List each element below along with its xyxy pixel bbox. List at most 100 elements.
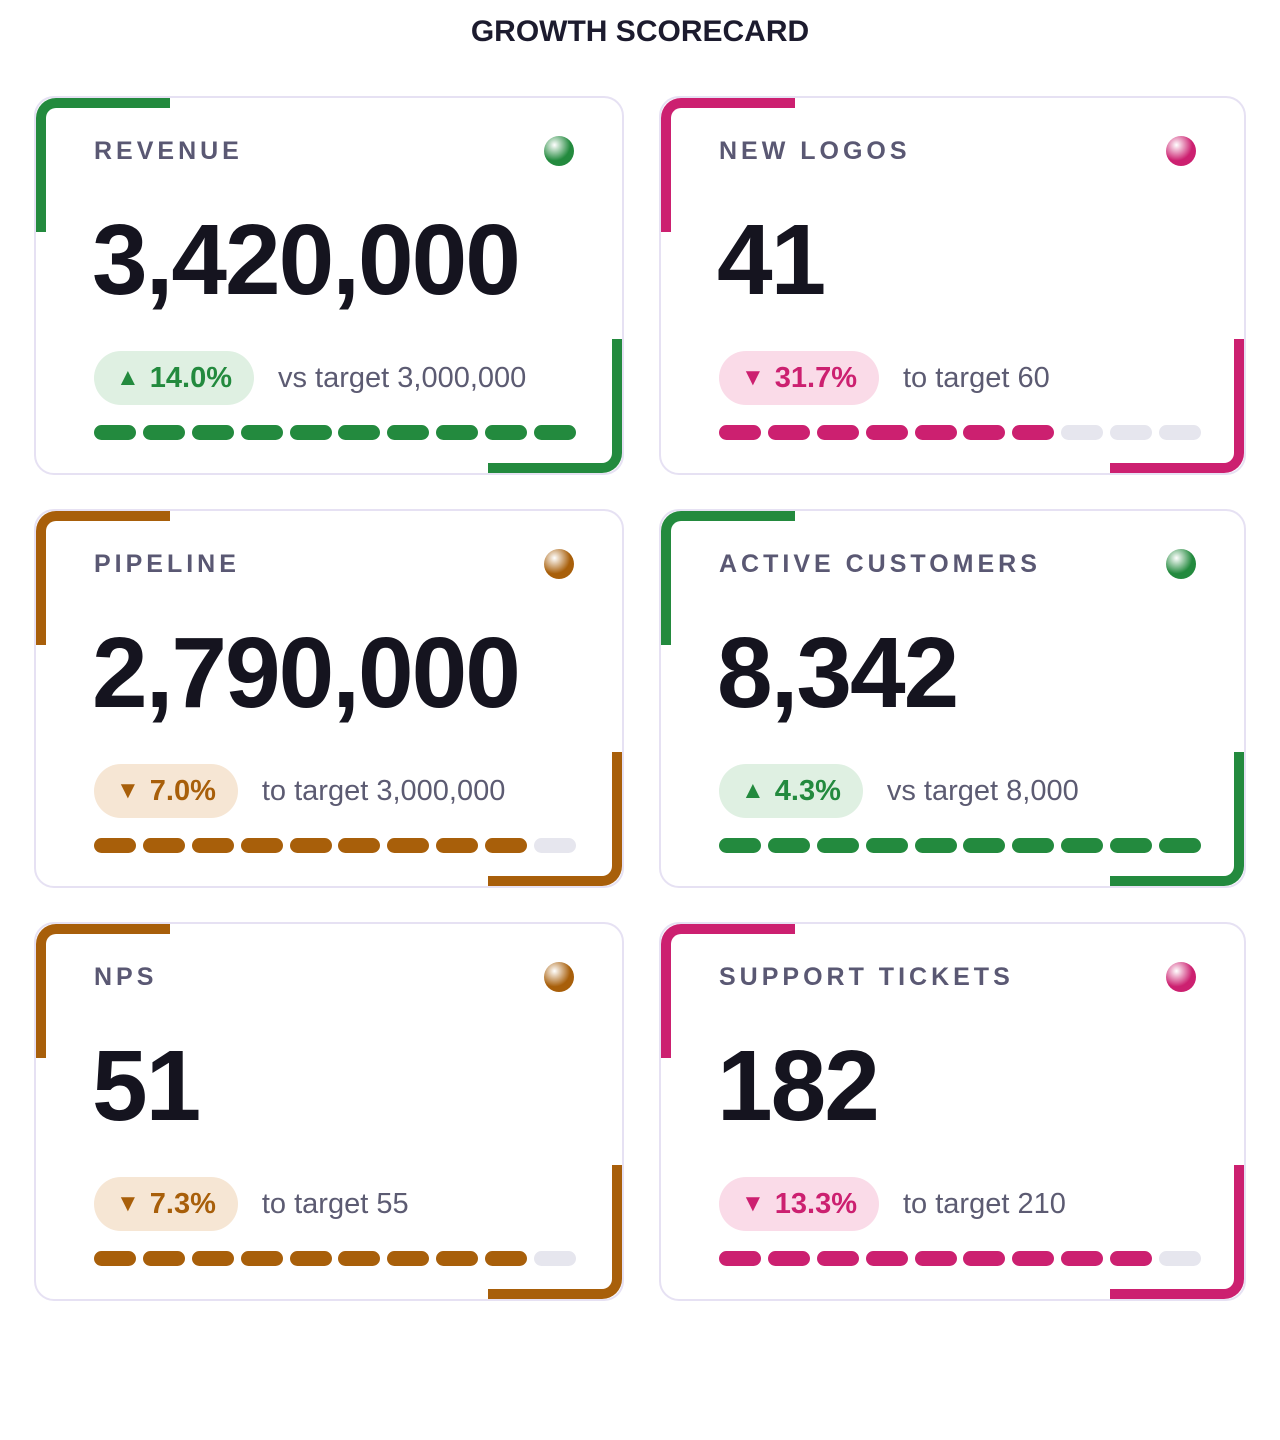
- trend-down-arrow-icon: ▼: [741, 364, 765, 391]
- delta-percent: 31.7%: [774, 361, 857, 394]
- delta-row: ▼ 13.3% to target 210: [719, 1177, 1066, 1231]
- progress-segment-filled: [914, 425, 957, 440]
- progress-segment-filled: [1110, 838, 1152, 853]
- progress-segment-filled: [338, 1251, 381, 1266]
- progress-segment-filled: [289, 1251, 332, 1266]
- kpi-value: 182: [717, 1030, 880, 1142]
- delta-percent: 7.0%: [149, 774, 216, 807]
- progress-segment-empty: [1158, 425, 1201, 440]
- kpi-card-pipeline: PIPELINE 2,790,000 ▼ 7.0% to target 3,00…: [34, 509, 624, 888]
- kpi-value: 41: [717, 204, 826, 316]
- delta-badge: ▼ 7.3%: [94, 1177, 238, 1231]
- trend-down-arrow-icon: ▼: [741, 1190, 765, 1217]
- corner-accent-bottom-right: [1110, 1165, 1244, 1299]
- progress-segment-filled: [387, 838, 430, 853]
- progress-segment-filled: [914, 1251, 957, 1266]
- corner-accent-top-left: [36, 98, 170, 232]
- progress-segment-filled: [719, 1251, 761, 1266]
- progress-segment-filled: [533, 425, 576, 440]
- trend-up-arrow-icon: ▲: [116, 364, 140, 391]
- progress-segment-filled: [240, 1251, 283, 1266]
- progress-segment-empty: [1110, 425, 1152, 440]
- progress-segment-filled: [94, 1251, 136, 1266]
- progress-segment-filled: [719, 838, 761, 853]
- delta-row: ▲ 14.0% vs target 3,000,000: [94, 351, 526, 405]
- kpi-label: REVENUE: [94, 137, 243, 165]
- progress-segment-filled: [816, 425, 859, 440]
- progress-segments: [94, 1251, 576, 1266]
- progress-segment-filled: [436, 838, 479, 853]
- progress-segment-filled: [865, 838, 908, 853]
- target-text: to target 55: [261, 1187, 409, 1220]
- delta-badge: ▼ 7.0%: [94, 764, 238, 818]
- kpi-value: 3,420,000: [92, 204, 521, 316]
- kpi-value: 51: [92, 1030, 201, 1142]
- progress-segment-filled: [816, 838, 859, 853]
- progress-segment-filled: [142, 838, 185, 853]
- trend-up-arrow-icon: ▲: [741, 777, 765, 804]
- progress-segment-filled: [1012, 425, 1055, 440]
- status-dot-icon: [1166, 549, 1196, 579]
- progress-segment-filled: [142, 425, 185, 440]
- progress-segment-filled: [1012, 1251, 1055, 1266]
- progress-segments: [94, 838, 576, 853]
- progress-segments: [94, 425, 576, 440]
- progress-segment-filled: [387, 1251, 430, 1266]
- kpi-card-active-customers: ACTIVE CUSTOMERS 8,342 ▲ 4.3% vs target …: [659, 509, 1246, 888]
- delta-badge: ▲ 4.3%: [719, 764, 863, 818]
- kpi-card-revenue: REVENUE 3,420,000 ▲ 14.0% vs target 3,00…: [34, 96, 624, 475]
- progress-segment-empty: [533, 838, 576, 853]
- progress-segment-filled: [240, 838, 283, 853]
- corner-accent-bottom-right: [488, 752, 622, 886]
- kpi-value: 8,342: [717, 617, 959, 729]
- delta-row: ▲ 4.3% vs target 8,000: [719, 764, 1079, 818]
- progress-segment-filled: [485, 425, 527, 440]
- delta-badge: ▲ 14.0%: [94, 351, 254, 405]
- delta-row: ▼ 7.0% to target 3,000,000: [94, 764, 505, 818]
- progress-segments: [719, 1251, 1201, 1266]
- progress-segment-filled: [436, 1251, 479, 1266]
- progress-segment-filled: [767, 425, 810, 440]
- progress-segment-filled: [338, 838, 381, 853]
- progress-segments: [719, 425, 1201, 440]
- progress-segment-filled: [436, 425, 479, 440]
- delta-badge: ▼ 31.7%: [719, 351, 879, 405]
- kpi-label: NPS: [94, 963, 158, 991]
- progress-segment-filled: [865, 425, 908, 440]
- kpi-card-nps: NPS 51 ▼ 7.3% to target 55: [34, 922, 624, 1301]
- progress-segment-filled: [767, 838, 810, 853]
- target-text: to target 3,000,000: [261, 774, 506, 807]
- progress-segment-filled: [338, 425, 381, 440]
- kpi-card-support-tickets: SUPPORT TICKETS 182 ▼ 13.3% to target 21…: [659, 922, 1246, 1301]
- delta-row: ▼ 31.7% to target 60: [719, 351, 1050, 405]
- target-text: vs target 8,000: [886, 774, 1079, 807]
- progress-segment-filled: [387, 425, 430, 440]
- progress-segment-filled: [963, 425, 1006, 440]
- progress-segment-filled: [94, 425, 136, 440]
- progress-segment-empty: [1061, 425, 1104, 440]
- trend-down-arrow-icon: ▼: [116, 777, 140, 804]
- progress-segment-filled: [485, 1251, 527, 1266]
- target-text: to target 210: [903, 1187, 1066, 1220]
- corner-accent-top-left: [661, 511, 795, 645]
- progress-segment-filled: [865, 1251, 908, 1266]
- delta-percent: 4.3%: [774, 774, 841, 807]
- progress-segment-filled: [142, 1251, 185, 1266]
- progress-segment-filled: [767, 1251, 810, 1266]
- status-dot-icon: [1166, 962, 1196, 992]
- corner-accent-bottom-right: [488, 339, 622, 473]
- kpi-label: NEW LOGOS: [719, 137, 911, 165]
- progress-segment-filled: [1158, 838, 1201, 853]
- progress-segment-filled: [191, 425, 234, 440]
- progress-segments: [719, 838, 1201, 853]
- scorecard-grid: REVENUE 3,420,000 ▲ 14.0% vs target 3,00…: [34, 96, 1246, 1301]
- target-text: vs target 3,000,000: [278, 361, 527, 394]
- progress-segment-filled: [289, 838, 332, 853]
- status-dot-icon: [1166, 136, 1196, 166]
- progress-segment-filled: [1110, 1251, 1152, 1266]
- progress-segment-filled: [94, 838, 136, 853]
- corner-accent-bottom-right: [1110, 339, 1244, 473]
- status-dot-icon: [544, 549, 574, 579]
- trend-down-arrow-icon: ▼: [116, 1190, 140, 1217]
- delta-percent: 7.3%: [149, 1187, 216, 1220]
